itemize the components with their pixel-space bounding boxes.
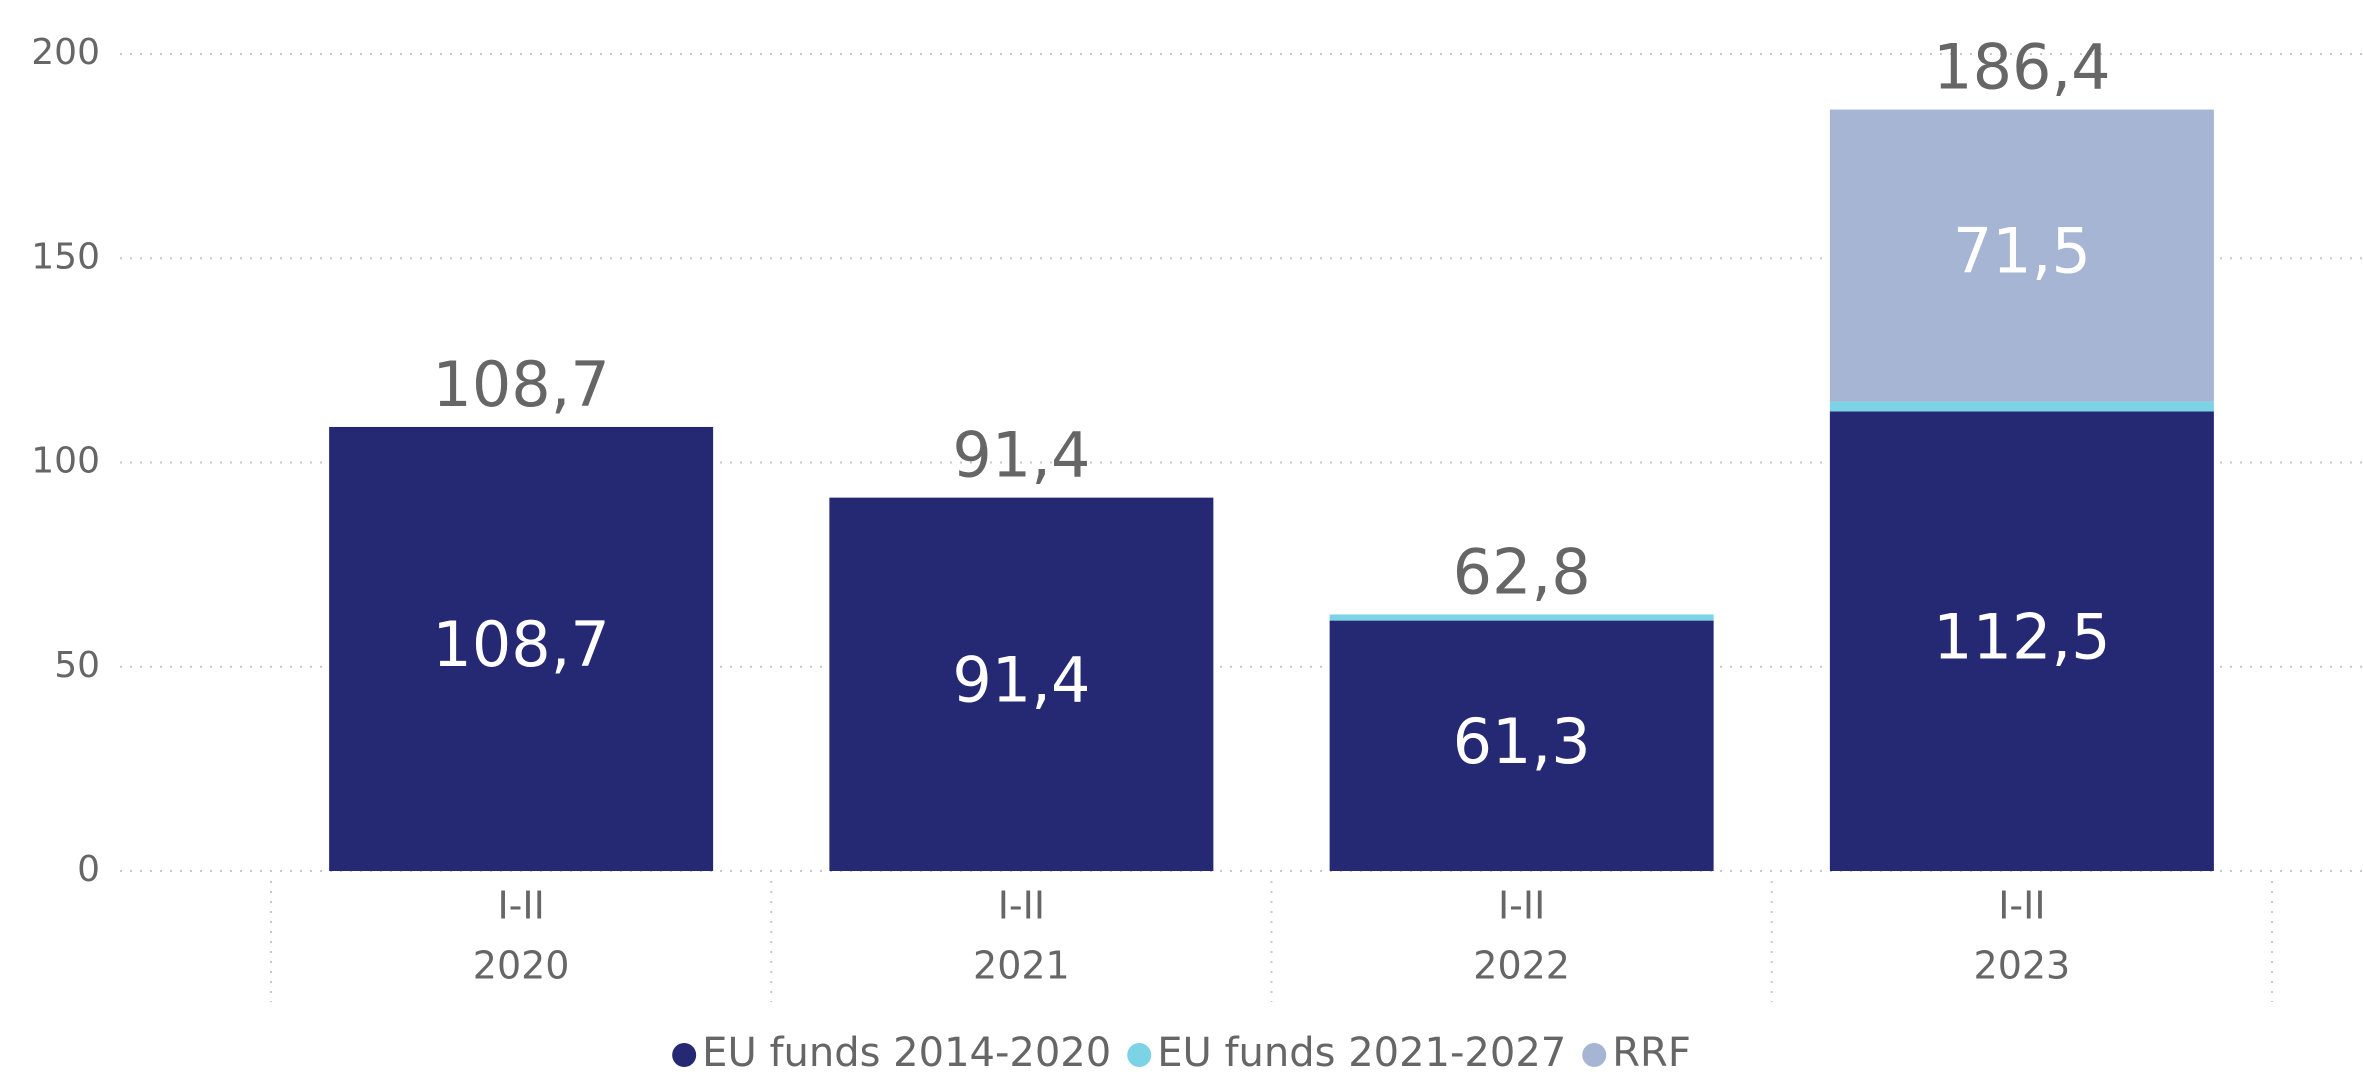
bar-segment: [329, 426, 714, 871]
bar-segment: [1329, 620, 1714, 871]
x-tick-label: I-II: [497, 884, 544, 928]
total-label: 186,4: [1933, 31, 2111, 104]
bar-segment: [1829, 401, 2214, 412]
y-tick-label: 0: [77, 849, 100, 890]
value-label: 91,4: [952, 643, 1090, 716]
bar-segment: [1829, 411, 2214, 871]
bar-segment: [829, 497, 1214, 871]
legend-marker: [1127, 1043, 1152, 1067]
value-label: 71,5: [1953, 215, 2091, 288]
bar-segment: [1329, 614, 1714, 621]
x-tick-label: 2023: [1974, 944, 2071, 988]
x-tick-label: 2020: [473, 944, 570, 988]
y-tick-label: 100: [31, 441, 100, 482]
total-label: 108,7: [432, 348, 610, 421]
legend-label: EU funds 2021-2027: [1157, 1030, 1566, 1074]
x-tick-label: I-II: [1498, 884, 1545, 928]
legend-marker: [1582, 1043, 1607, 1067]
x-tick-label: I-II: [1998, 884, 2045, 928]
value-label: 112,5: [1933, 600, 2111, 673]
value-label: 61,3: [1453, 705, 1591, 778]
y-tick-label: 200: [31, 32, 100, 73]
total-label: 62,8: [1453, 536, 1591, 609]
y-tick-label: 150: [31, 236, 100, 277]
x-tick-label: 2022: [1473, 944, 1570, 988]
bar-segment: [1829, 109, 2214, 402]
legend-label: RRF: [1612, 1030, 1691, 1074]
legend: EU funds 2014-2020 EU funds 2021-2027 RRF: [672, 1030, 1691, 1074]
x-tick-label: 2021: [973, 944, 1070, 988]
legend-label: EU funds 2014-2020: [702, 1030, 1111, 1074]
value-label: 108,7: [432, 608, 610, 681]
legend-marker: [672, 1043, 697, 1067]
x-tick-label: I-II: [998, 884, 1045, 928]
total-label: 91,4: [952, 419, 1090, 492]
y-tick-label: 50: [54, 645, 100, 686]
